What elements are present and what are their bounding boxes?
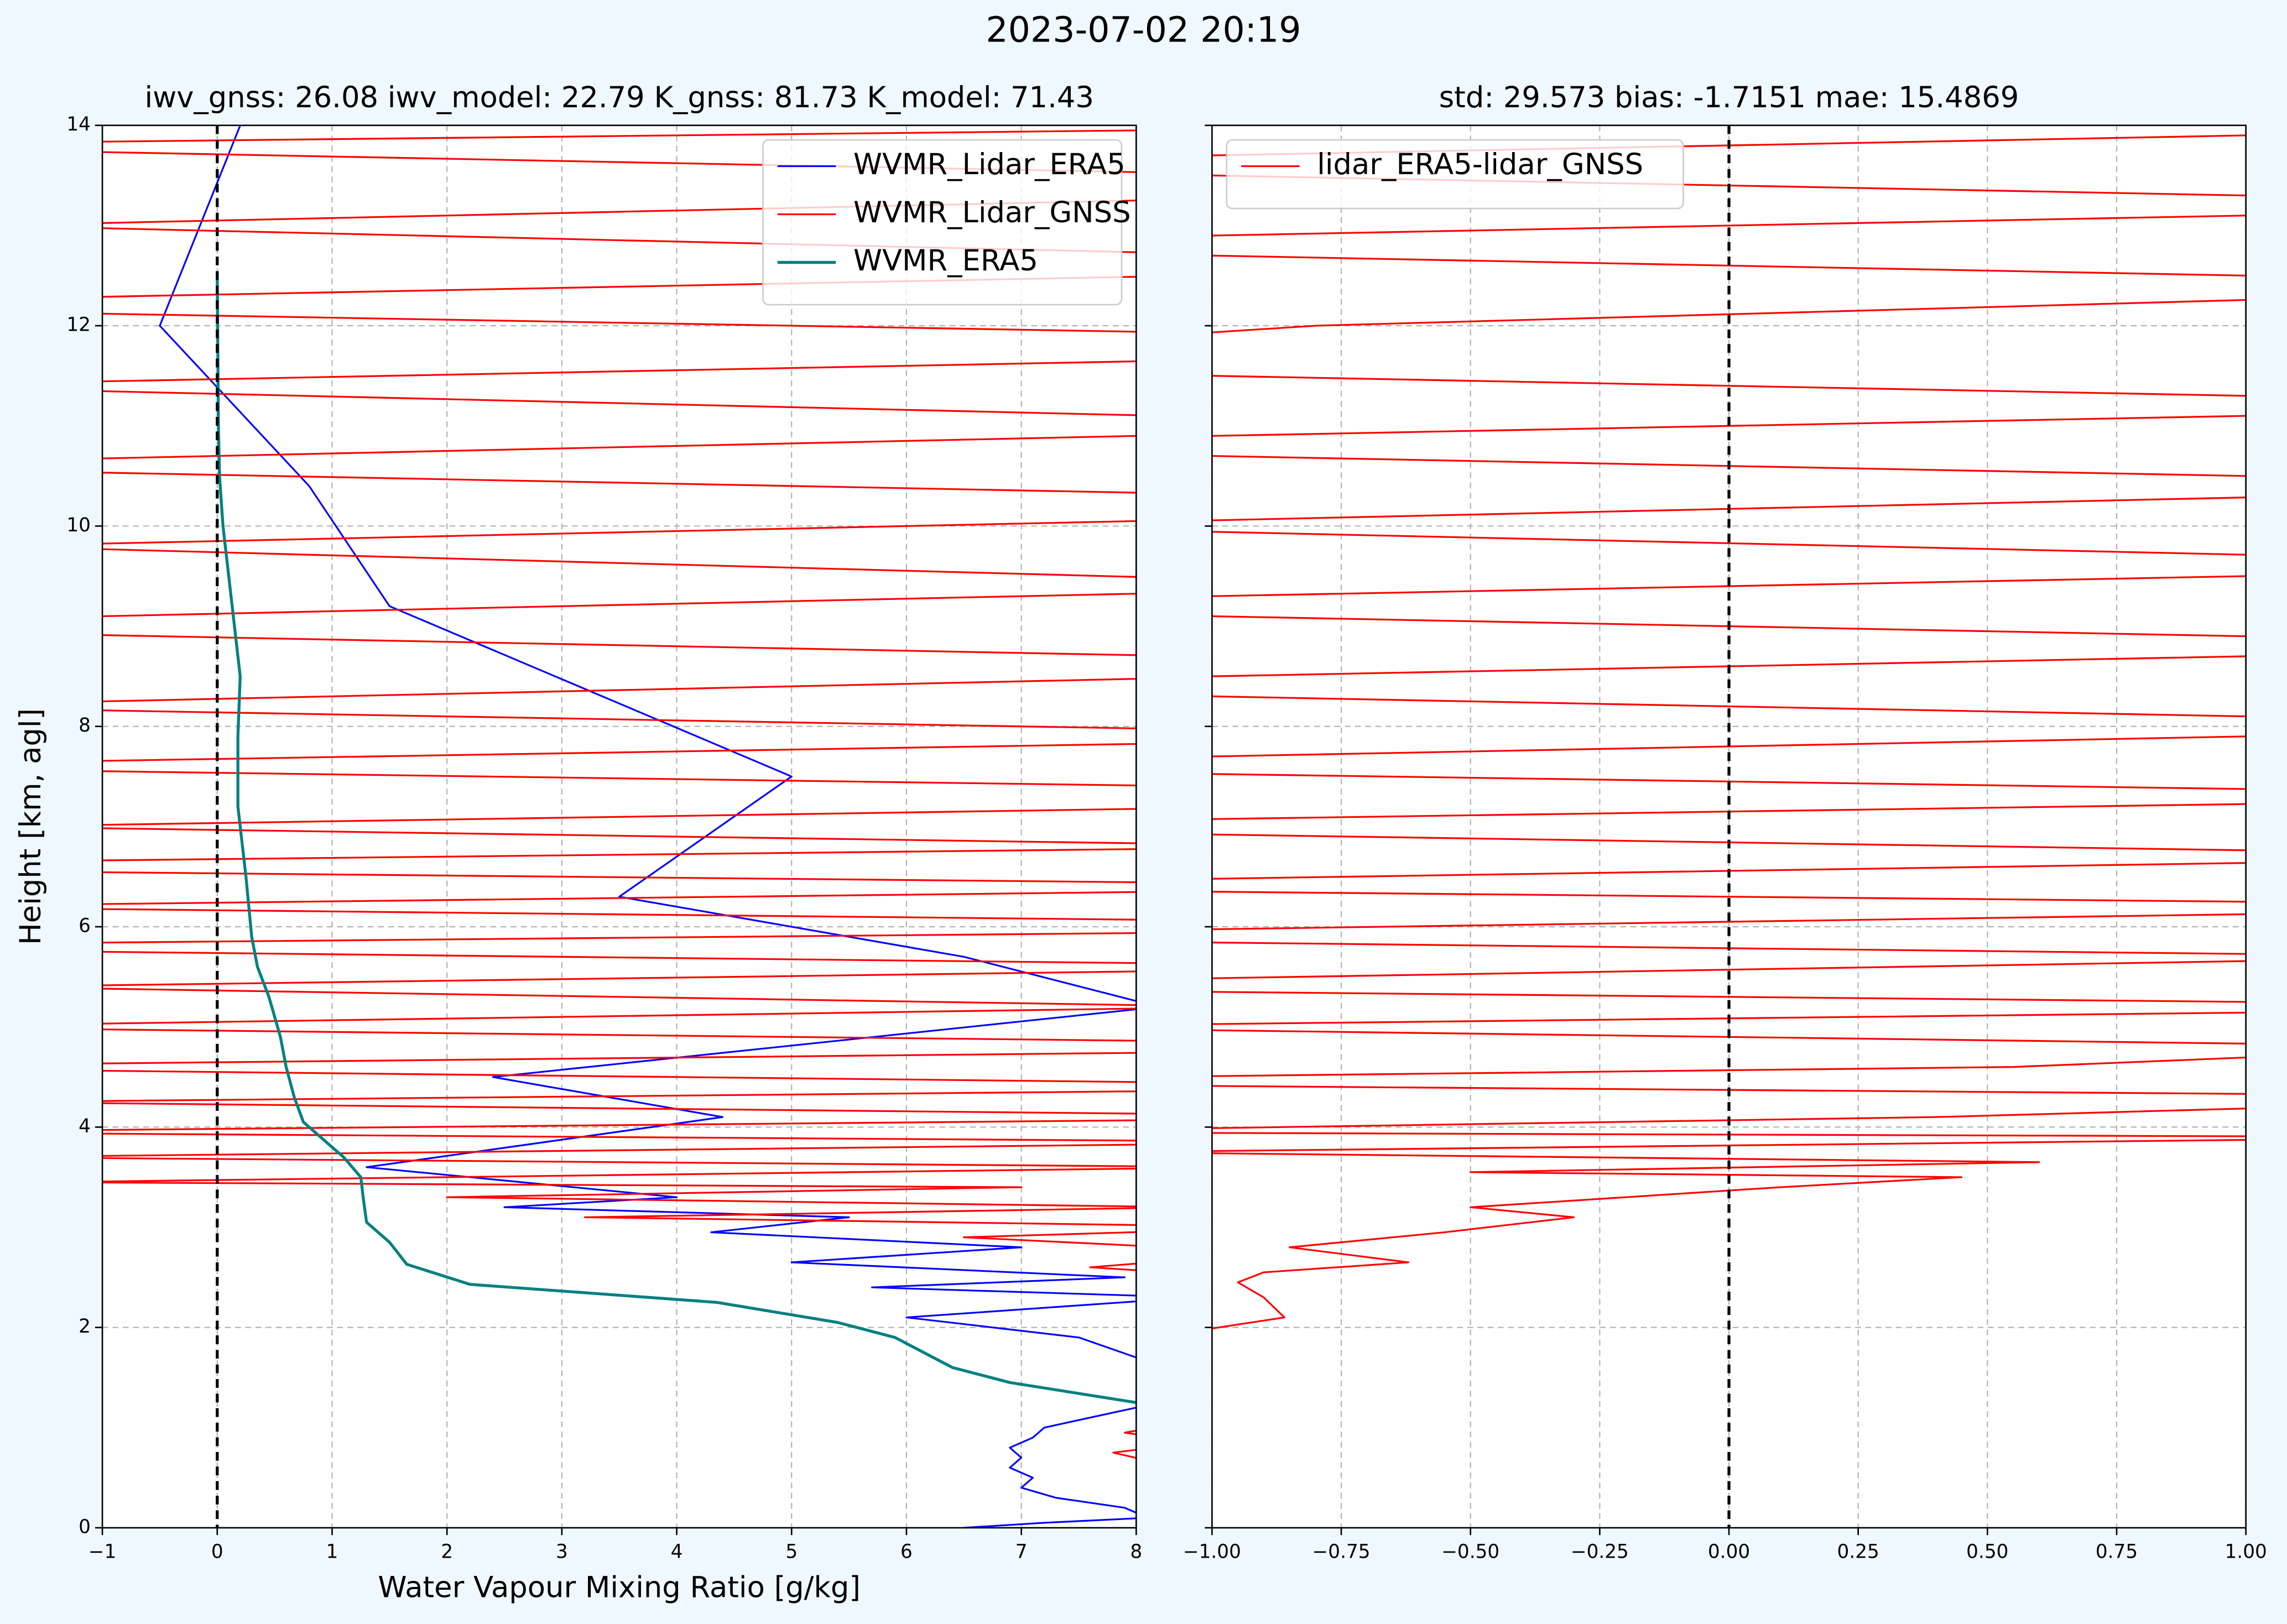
y-tick-label: 10: [66, 514, 91, 536]
y-tick-label: 8: [79, 714, 91, 737]
axes-title: iwv_gnss: 26.08 iwv_model: 22.79 K_gnss:…: [144, 81, 1093, 114]
x-tick-label: −0.75: [1312, 1541, 1371, 1563]
x-tick-label: 5: [785, 1541, 798, 1563]
legend-label: WVMR_Lidar_ERA5: [853, 148, 1126, 181]
axes-title: std: 29.573 bias: -1.7151 mae: 15.4869: [1439, 81, 2019, 114]
legend-label: WVMR_Lidar_GNSS: [853, 196, 1131, 229]
x-tick-label: 1: [326, 1541, 338, 1563]
data-line: [1212, 134, 2246, 1330]
x-tick-label: 7: [1015, 1541, 1028, 1563]
x-tick-label: 0.50: [1966, 1541, 2008, 1563]
y-tick-label: 14: [66, 113, 91, 135]
x-tick-label: 1.00: [2225, 1541, 2267, 1563]
x-tick-label: −0.25: [1571, 1541, 1629, 1563]
x-tick-label: 0: [211, 1541, 223, 1563]
data-line: [159, 125, 1137, 1528]
x-tick-label: 3: [556, 1541, 568, 1563]
series-group: [102, 125, 1137, 1528]
figure-title: 2023-07-02 20:19: [986, 9, 1301, 50]
y-tick-label: 0: [79, 1516, 91, 1538]
x-axis-label: Water Vapour Mixing Ratio [g/kg]: [378, 1570, 861, 1604]
series-group: [1212, 134, 2246, 1330]
legend-label: lidar_ERA5-lidar_GNSS: [1317, 148, 1643, 181]
y-tick-label: 4: [79, 1115, 91, 1137]
axes-frame: [101, 124, 1137, 1529]
y-tick-label: 6: [79, 915, 91, 937]
x-tick-label: 0.00: [1708, 1541, 1750, 1563]
y-axis-label: Height [km, agl]: [14, 708, 48, 945]
x-tick-label: 4: [671, 1541, 683, 1563]
data-line: [102, 129, 1137, 1459]
x-tick-label: 0.25: [1837, 1541, 1879, 1563]
data-line: [216, 275, 1137, 1404]
legend-box: [1226, 139, 1684, 210]
legend-box: [762, 139, 1123, 306]
x-tick-label: −1.00: [1183, 1541, 1241, 1563]
x-tick-label: 6: [900, 1541, 913, 1563]
y-tick-label: 2: [79, 1315, 91, 1338]
x-tick-label: 8: [1130, 1541, 1142, 1563]
x-tick-label: 0.75: [2096, 1541, 2138, 1563]
plot-area: [102, 125, 1137, 1528]
y-tick-label: 12: [66, 314, 91, 336]
x-tick-label: −1: [88, 1541, 117, 1563]
x-tick-label: −0.50: [1441, 1541, 1499, 1563]
x-tick-label: 2: [441, 1541, 453, 1563]
legend-label: WVMR_ERA5: [853, 244, 1038, 278]
